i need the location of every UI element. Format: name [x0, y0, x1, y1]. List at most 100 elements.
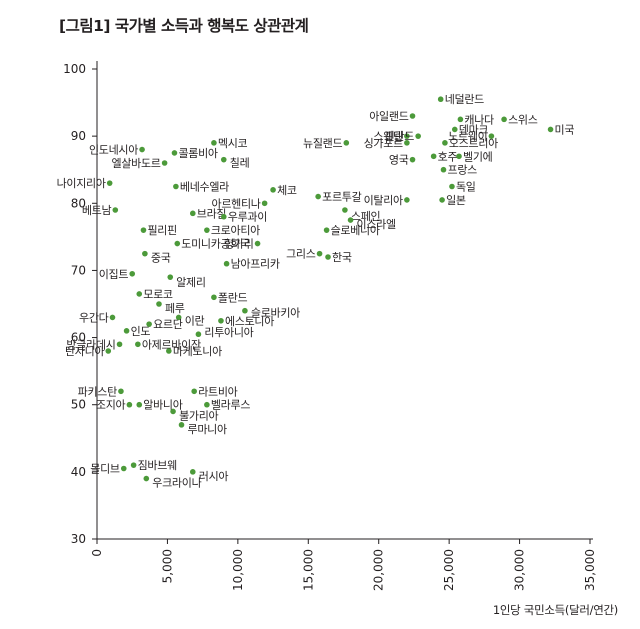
data-point [220, 213, 227, 220]
point-label: 인도네시아 [89, 144, 138, 157]
point-label: 그리스 [286, 248, 316, 261]
point-label: 핀란드 [385, 130, 415, 143]
point-label: 우크라이나 [152, 477, 201, 490]
point-label: 크로아티아 [211, 224, 260, 237]
chart-title: [그림1] 국가별 소득과 행복도 상관관계 [59, 17, 309, 35]
data-point [116, 341, 123, 348]
data-point [204, 401, 210, 408]
point-label: 방글라데시 [66, 338, 115, 351]
point-label: 일본 [446, 193, 466, 207]
data-point [106, 180, 113, 186]
point-label: 미국 [555, 123, 575, 136]
data-point [123, 328, 130, 334]
point-label: 멕시코 [218, 137, 248, 150]
data-point [161, 160, 168, 166]
point-label: 페루 [165, 302, 185, 315]
point-label: 헝가리 [224, 238, 253, 251]
point-label: 폴란드 [218, 291, 248, 304]
point-label: 우간다 [79, 311, 109, 324]
data-point [170, 408, 176, 415]
point-label: 이란 [185, 314, 205, 327]
data-point [191, 388, 197, 395]
data-point [204, 227, 210, 233]
point-label: 중국 [151, 252, 171, 265]
point-label: 베트남 [82, 204, 112, 217]
data-point [242, 307, 248, 314]
data-point [488, 133, 495, 139]
data-point [120, 465, 127, 472]
x-tick-label: 20,000 [372, 549, 386, 591]
data-point [211, 140, 217, 146]
point-label: 리투아니아 [204, 326, 253, 339]
point-label: 포르투갈 [322, 190, 361, 204]
point-label: 아제르바이잔 [142, 338, 201, 351]
point-label: 체코 [277, 184, 297, 197]
data-point [146, 321, 152, 327]
point-label: 몰디브 [90, 463, 120, 476]
point-label: 슬로베니아 [331, 224, 380, 237]
point-label: 뉴질랜드 [303, 137, 342, 150]
point-label: 러시아 [199, 470, 229, 483]
point-label: 스위스 [508, 113, 538, 126]
point-label: 인도 [131, 325, 151, 338]
data-point [112, 207, 119, 213]
y-tick-label: 100 [63, 62, 86, 76]
data-point [189, 210, 196, 217]
point-label: 노르웨이 [448, 130, 487, 143]
data-point [457, 116, 464, 123]
point-label: 불가리아 [179, 409, 218, 422]
data-point [139, 146, 145, 153]
point-label: 마케도니아 [173, 345, 222, 358]
data-point [223, 260, 230, 267]
point-label: 캐나다 [464, 113, 494, 126]
point-label: 호주 [438, 150, 458, 163]
data-point [343, 140, 350, 146]
point-label: 스페인 [351, 210, 380, 223]
y-tick-label: 80 [71, 196, 86, 210]
y-tick-label: 40 [71, 465, 86, 479]
data-point [449, 183, 455, 190]
point-label: 도미니카공화국 [181, 238, 250, 251]
data-point [342, 207, 348, 213]
x-tick-label: 35,000 [583, 549, 597, 591]
point-label: 프랑스 [448, 164, 478, 177]
data-point [270, 187, 276, 193]
data-point [129, 270, 136, 277]
point-label: 콜롬비아 [178, 147, 217, 160]
point-label: 네덜란드 [445, 93, 484, 106]
point-label: 우루과이 [228, 211, 267, 224]
point-label: 오스트리아 [449, 137, 498, 150]
data-point [195, 331, 202, 338]
data-point [404, 140, 410, 146]
point-label: 파키스탄 [78, 385, 117, 398]
point-label: 칠레 [230, 157, 250, 170]
data-point [347, 217, 354, 223]
data-point [109, 314, 116, 321]
x-tick-label: 25,000 [442, 549, 456, 591]
y-tick-label: 70 [71, 263, 86, 277]
data-point [261, 200, 268, 207]
data-point [143, 475, 150, 482]
data-point [415, 133, 421, 139]
point-label: 싱가포르 [364, 137, 403, 150]
data-point [404, 133, 410, 139]
point-label: 덴마크 [459, 123, 489, 136]
point-label: 베네수엘라 [180, 181, 229, 194]
data-point [439, 197, 445, 203]
x-tick-label: 30,000 [513, 549, 527, 591]
point-label: 에스토니아 [225, 315, 274, 328]
point-label: 루마니아 [188, 423, 227, 436]
y-tick-label: 90 [71, 129, 86, 143]
data-point [174, 240, 181, 247]
x-tick-label: 10,000 [231, 549, 245, 591]
data-point [167, 274, 174, 280]
point-label: 벨라루스 [211, 399, 250, 412]
data-point [409, 156, 416, 163]
data-point [218, 317, 224, 324]
data-point [140, 227, 147, 233]
data-point [501, 116, 507, 123]
data-point [142, 250, 148, 257]
y-tick-label: 50 [71, 398, 86, 412]
point-label: 아일랜드 [369, 109, 408, 123]
